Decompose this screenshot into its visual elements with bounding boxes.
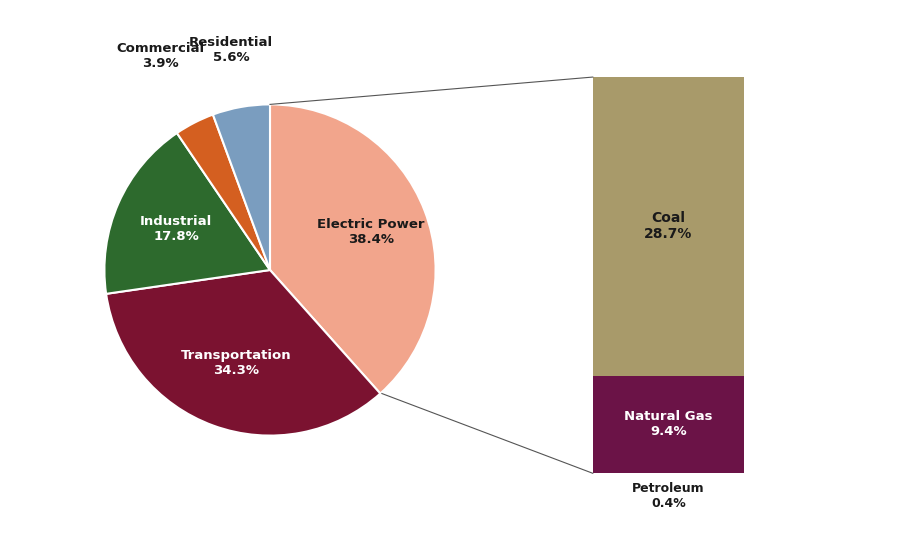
Wedge shape (270, 104, 436, 394)
Text: Natural Gas
9.4%: Natural Gas 9.4% (624, 410, 713, 438)
Bar (593, 375, 743, 473)
Bar (593, 77, 743, 375)
Wedge shape (106, 270, 381, 436)
Wedge shape (104, 133, 270, 294)
Text: Transportation
34.3%: Transportation 34.3% (181, 349, 292, 377)
Text: Coal
28.7%: Coal 28.7% (644, 211, 692, 241)
Text: Industrial
17.8%: Industrial 17.8% (140, 214, 212, 242)
Text: Petroleum
0.4%: Petroleum 0.4% (632, 482, 705, 510)
Wedge shape (213, 104, 270, 270)
Text: Electric Power
38.4%: Electric Power 38.4% (317, 218, 424, 246)
Text: Commercial
3.9%: Commercial 3.9% (116, 43, 204, 70)
Wedge shape (177, 114, 270, 270)
Text: Residential
5.6%: Residential 5.6% (189, 36, 273, 64)
